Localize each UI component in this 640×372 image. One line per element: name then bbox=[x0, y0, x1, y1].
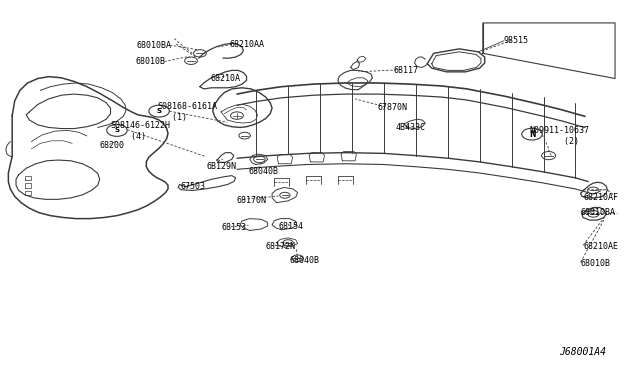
Text: 4B433C: 4B433C bbox=[396, 123, 426, 132]
Text: 68200: 68200 bbox=[100, 141, 125, 150]
Text: 68040B: 68040B bbox=[248, 167, 278, 176]
Text: 68010BA: 68010BA bbox=[137, 41, 172, 51]
Text: S08168-6161A
   (1): S08168-6161A (1) bbox=[157, 102, 217, 122]
Text: 68040B: 68040B bbox=[289, 256, 319, 265]
Text: 67870N: 67870N bbox=[378, 103, 408, 112]
Text: 68010BA: 68010BA bbox=[580, 208, 616, 217]
Text: S08146-6122H
    (4): S08146-6122H (4) bbox=[111, 121, 170, 141]
Text: 98515: 98515 bbox=[504, 36, 529, 45]
Text: 6B129N: 6B129N bbox=[206, 162, 236, 171]
Text: 68210AA: 68210AA bbox=[229, 40, 264, 49]
Text: 68172N: 68172N bbox=[266, 241, 296, 250]
Text: 68210AF: 68210AF bbox=[583, 193, 618, 202]
Text: 68210A: 68210A bbox=[210, 74, 240, 83]
Text: 67503: 67503 bbox=[180, 182, 206, 191]
Text: 68010B: 68010B bbox=[580, 259, 611, 267]
Text: 68210AE: 68210AE bbox=[583, 241, 618, 250]
Text: 68117: 68117 bbox=[394, 66, 419, 75]
Text: S: S bbox=[157, 108, 161, 114]
Text: 68153: 68153 bbox=[221, 223, 246, 232]
Text: S: S bbox=[115, 127, 120, 134]
Text: N: N bbox=[529, 129, 535, 139]
Text: N09911-10637
       (2): N09911-10637 (2) bbox=[529, 126, 589, 146]
Text: 68170N: 68170N bbox=[237, 196, 267, 205]
Text: 68010B: 68010B bbox=[136, 57, 166, 66]
Text: 68154: 68154 bbox=[278, 222, 303, 231]
Text: J68001A4: J68001A4 bbox=[559, 347, 606, 357]
